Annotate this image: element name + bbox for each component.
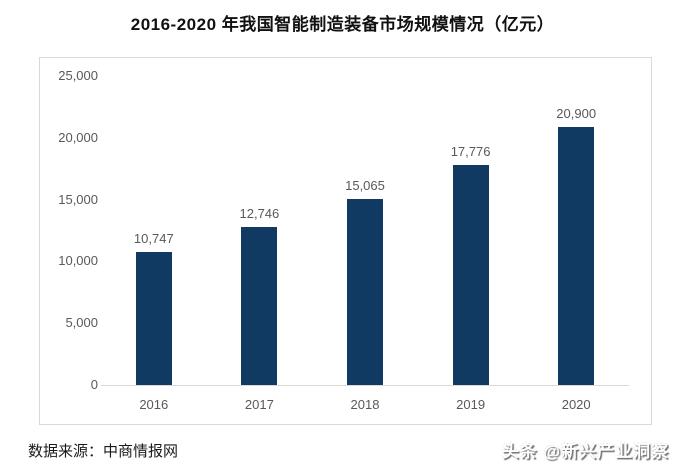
y-axis-tick-label: 5,000 [65, 315, 98, 331]
watermark: 头条 @新兴产业洞察 [501, 442, 669, 461]
bar-2018 [347, 199, 383, 385]
x-axis-label: 2020 [561, 397, 591, 412]
chart-title: 2016-2020 年我国智能制造装备市场规模情况（亿元） [130, 15, 555, 34]
x-axis-label: 2017 [244, 397, 274, 412]
y-axis-tick-label: 25,000 [58, 68, 98, 83]
y-axis-tick-label: 0 [90, 377, 98, 392]
y-axis-tick-label: 10,000 [58, 253, 98, 269]
x-axis-label: 2016 [139, 397, 169, 412]
y-axis-tick-label: 15,000 [58, 191, 98, 207]
x-axis-line [101, 385, 629, 386]
bar-value-label: 15,065 [345, 178, 385, 193]
bar-value-label: 17,776 [450, 144, 491, 159]
bar-2016 [135, 252, 172, 385]
bar-value-label: 12,746 [239, 206, 280, 221]
y-axis-tick-label: 20,000 [58, 129, 98, 145]
x-axis-label: 2019 [456, 397, 486, 412]
bar-value-label: 20,900 [556, 106, 597, 121]
x-axis-label: 2018 [350, 397, 380, 412]
chart-frame: 25,000 20,000 15,000 10,000 5,000 0 10,747 201… [39, 57, 652, 425]
bar-2019 [452, 165, 489, 385]
source-note: 数据来源：中商情报网 [28, 443, 179, 460]
bar-2017 [241, 227, 278, 385]
bar-2020 [558, 127, 595, 385]
bar-value-label: 10,747 [133, 231, 174, 246]
